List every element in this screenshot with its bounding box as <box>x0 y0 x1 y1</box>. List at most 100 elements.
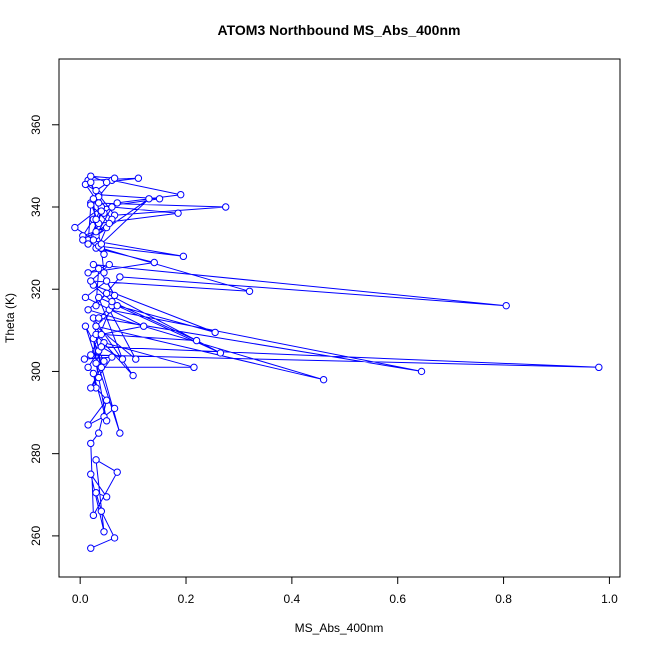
data-point <box>92 301 100 310</box>
data-point <box>89 236 98 244</box>
data-point <box>179 252 188 261</box>
data-point <box>89 511 98 520</box>
y-tick-label: 340 <box>29 197 43 217</box>
data-point <box>113 199 121 207</box>
data-point <box>177 190 185 199</box>
data-point <box>216 349 225 357</box>
data-point <box>417 367 426 376</box>
data-series <box>71 172 603 552</box>
x-tick-label: 0.4 <box>284 592 301 606</box>
data-point <box>102 493 111 501</box>
x-tick-label: 0.2 <box>178 592 195 606</box>
data-point <box>110 291 119 300</box>
data-point <box>87 178 95 187</box>
series-line <box>74 175 599 549</box>
data-point <box>102 277 111 285</box>
data-point <box>134 174 143 182</box>
data-point <box>100 269 108 277</box>
data-point <box>94 199 103 207</box>
data-point <box>97 507 106 515</box>
data-point <box>102 178 111 187</box>
y-axis-label: Theta (K) <box>3 293 17 343</box>
data-point <box>84 240 92 248</box>
data-point <box>108 353 116 361</box>
data-point <box>97 343 106 351</box>
data-point <box>92 186 100 195</box>
data-point <box>89 369 98 378</box>
x-axis-label: MS_Abs_400nm <box>295 621 384 635</box>
data-point <box>81 293 90 302</box>
data-point <box>97 330 106 339</box>
data-point <box>94 429 103 437</box>
data-point <box>110 534 119 542</box>
data-point <box>92 489 100 497</box>
y-tick-label: 360 <box>29 114 43 134</box>
data-point <box>100 357 108 365</box>
data-point <box>92 227 100 236</box>
data-point <box>319 375 328 384</box>
y-tick-label: 280 <box>29 443 43 463</box>
data-point <box>222 203 230 211</box>
data-point <box>110 404 119 413</box>
data-point <box>87 544 95 552</box>
data-point <box>105 260 113 269</box>
data-point <box>89 195 98 203</box>
y-tick-label: 300 <box>29 361 43 381</box>
x-tick-label: 0.6 <box>389 592 406 606</box>
data-point <box>87 384 95 392</box>
x-tick-label: 1.0 <box>601 592 618 606</box>
data-point <box>211 328 219 337</box>
data-point <box>174 209 182 217</box>
data-point <box>94 293 103 302</box>
data-point <box>102 289 111 298</box>
data-point <box>113 468 121 476</box>
data-point <box>105 219 113 228</box>
data-point <box>102 396 111 404</box>
y-tick-label: 260 <box>29 526 43 546</box>
data-point <box>94 264 103 273</box>
y-axis: 260 280 300 320 340 360 <box>29 114 60 546</box>
data-point <box>92 456 100 464</box>
data-point <box>502 301 510 310</box>
data-point <box>87 439 95 448</box>
data-point <box>84 421 92 429</box>
data-point <box>100 250 108 258</box>
data-point <box>108 297 116 306</box>
data-point <box>108 203 116 211</box>
data-point <box>595 363 603 372</box>
data-point <box>113 301 121 310</box>
y-tick-label: 320 <box>29 279 43 299</box>
data-point <box>92 215 100 224</box>
data-point <box>110 174 119 182</box>
data-point <box>84 306 92 314</box>
data-point <box>87 470 95 478</box>
x-tick-label: 0.8 <box>495 592 512 606</box>
data-point <box>92 322 100 330</box>
x-axis: 0.0 0.2 0.4 0.6 0.8 1.0 <box>72 576 618 606</box>
data-point <box>84 269 92 277</box>
data-point <box>100 528 108 536</box>
data-point <box>97 207 106 215</box>
x-tick-label: 0.0 <box>72 592 89 606</box>
data-point <box>94 373 103 382</box>
data-point <box>150 258 158 267</box>
data-point <box>116 273 124 281</box>
data-point <box>118 355 127 363</box>
data-point <box>102 417 111 425</box>
data-point <box>97 240 106 248</box>
data-point <box>132 355 140 363</box>
data-point <box>145 195 153 203</box>
data-point <box>139 322 148 330</box>
data-point <box>245 287 254 295</box>
data-point <box>129 371 137 380</box>
data-point <box>84 363 92 372</box>
data-point <box>79 236 87 244</box>
data-point <box>80 355 89 363</box>
data-point <box>81 322 90 330</box>
chart-title: ATOM3 Northbound MS_Abs_400nm <box>218 22 461 38</box>
data-point <box>192 336 201 345</box>
data-point <box>155 195 164 203</box>
data-point <box>87 277 95 285</box>
data-point <box>87 351 95 359</box>
